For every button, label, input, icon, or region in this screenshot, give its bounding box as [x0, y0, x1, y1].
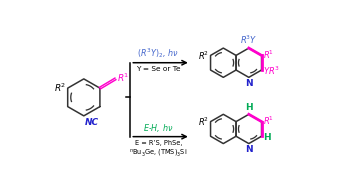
Text: R$^1$: R$^1$: [117, 72, 129, 84]
Text: YR$^3$: YR$^3$: [263, 65, 279, 77]
Text: Y = Se or Te: Y = Se or Te: [136, 66, 181, 72]
Text: H: H: [263, 132, 271, 142]
Text: R$^2$: R$^2$: [54, 82, 66, 94]
Text: N: N: [245, 145, 253, 154]
Text: R$^2$: R$^2$: [198, 115, 209, 128]
Text: R$^3$Y: R$^3$Y: [240, 33, 258, 46]
Text: R$^1$: R$^1$: [263, 48, 274, 61]
Text: R$^2$: R$^2$: [198, 49, 209, 62]
Text: E = R’S, PhSe,
$^n$Bu$_3$Ge, (TMS)$_3$Si: E = R’S, PhSe, $^n$Bu$_3$Ge, (TMS)$_3$Si: [129, 140, 188, 159]
Text: E-H, $h\nu$: E-H, $h\nu$: [143, 122, 173, 134]
Text: N: N: [245, 79, 253, 88]
Text: R$^1$: R$^1$: [263, 115, 274, 127]
Text: $(R^3Y)_2$, $h\nu$: $(R^3Y)_2$, $h\nu$: [137, 46, 179, 60]
Text: NC: NC: [85, 118, 99, 127]
Text: H: H: [245, 103, 253, 112]
